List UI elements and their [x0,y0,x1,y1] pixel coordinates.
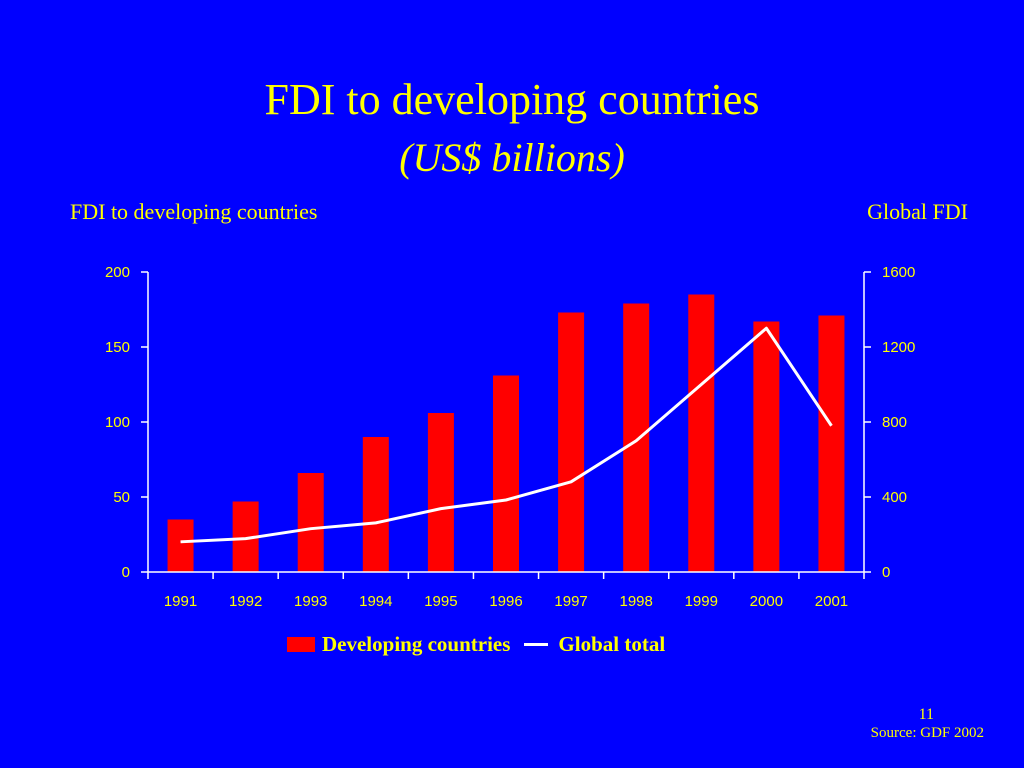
right-axis-title: Global FDI [867,199,968,224]
left-axis-title: FDI to developing countries [70,199,318,224]
x-tick-label: 2001 [815,593,848,610]
bar [362,437,389,572]
legend-bar-swatch [287,636,315,652]
page-number: 11 [918,706,934,723]
source-note: Source: GDF 2002 [870,725,984,741]
x-tick-label: 1992 [229,593,262,610]
legend-line-swatch [524,642,549,646]
x-tick-label: 1997 [554,593,587,610]
bar [558,312,585,572]
x-tick-label: 1991 [164,593,197,610]
right-tick-label: 0 [882,564,890,581]
x-tick-label: 1994 [359,593,392,610]
left-tick-label: 100 [105,414,130,431]
bar [167,519,194,572]
bar [753,321,780,572]
x-tick-label: 1996 [489,593,522,610]
left-tick-label: 0 [122,564,130,581]
chart-legend: Developing countries Global total [287,630,665,658]
slide-title: FDI to developing countries [264,75,760,124]
right-tick-label: 1200 [882,339,915,356]
left-tick-label: 200 [105,264,130,281]
right-tick-label: 800 [882,414,907,431]
x-tick-label: 2000 [750,593,783,610]
bar [623,303,650,572]
right-tick-label: 1600 [882,264,915,281]
slide-subtitle: (US$ billions) [399,135,625,180]
bar [427,413,454,572]
x-tick-label: 1995 [424,593,457,610]
bar [297,473,324,572]
bar [688,294,715,572]
x-tick-label: 1993 [294,593,327,610]
left-tick-label: 150 [105,339,130,356]
legend-bar-label: Developing countries [322,631,511,656]
bar [818,315,845,572]
left-tick-label: 50 [113,489,130,506]
bar [493,375,519,572]
legend-line-label: Global total [558,631,666,656]
x-tick-label: 1999 [685,593,718,610]
x-tick-label: 1998 [619,593,652,610]
right-tick-label: 400 [882,489,907,506]
